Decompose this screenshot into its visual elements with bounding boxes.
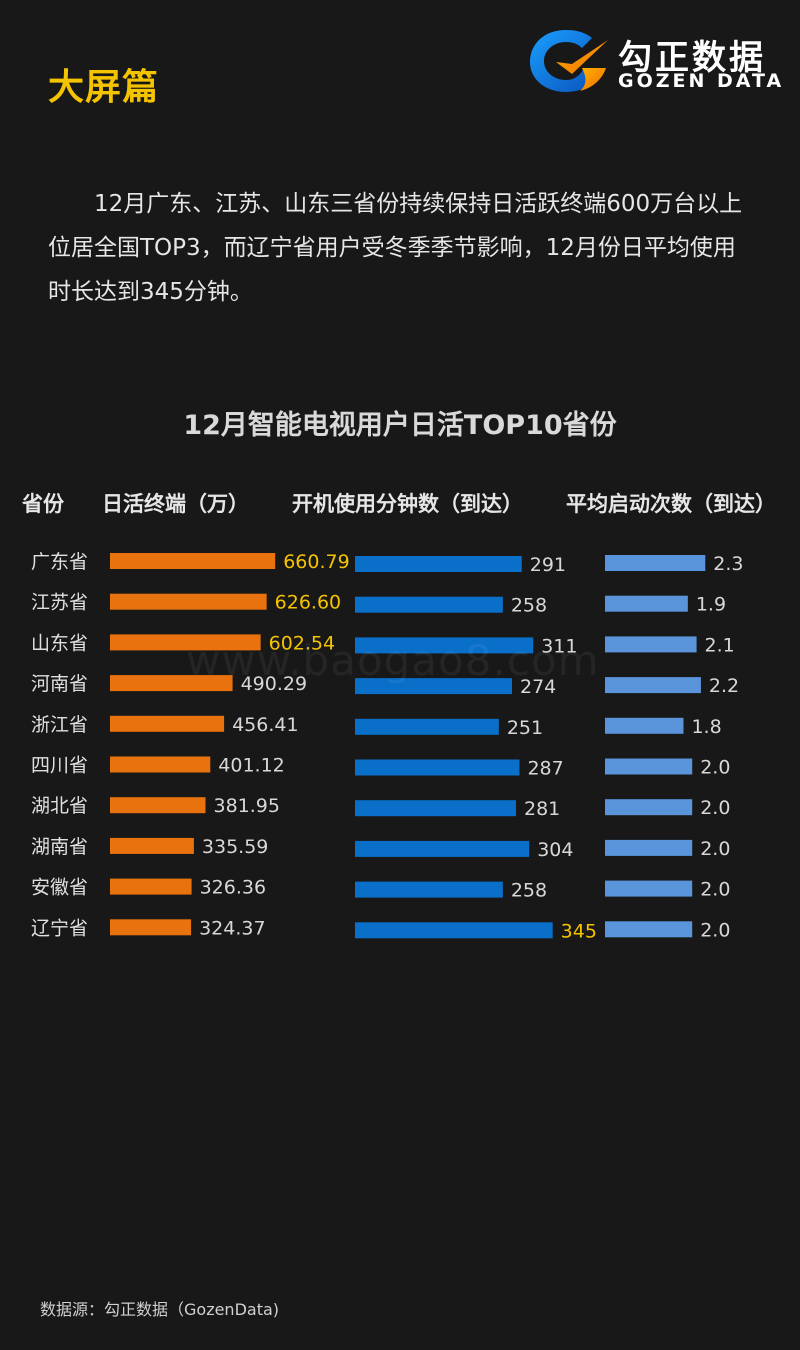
daily-active-value-label: 456.41 — [232, 714, 298, 736]
daily-active-bar — [110, 553, 276, 569]
launches-value-label: 2.0 — [700, 797, 730, 819]
minutes-bar — [355, 800, 517, 817]
category-label: 湖南省 — [31, 836, 88, 858]
launches-value-label: 2.0 — [700, 757, 730, 779]
minutes-value-label: 251 — [507, 717, 543, 739]
launches-bar — [605, 717, 684, 734]
launches-bar — [605, 636, 697, 653]
category-label: 河南省 — [31, 673, 88, 695]
daily-active-bar — [110, 837, 194, 854]
minutes-value-label: 258 — [511, 595, 547, 617]
daily-active-value-label: 335.59 — [202, 836, 268, 858]
minutes-value-label: 345 — [561, 920, 597, 942]
category-label: 四川省 — [31, 755, 88, 777]
minutes-value-label: 258 — [511, 880, 547, 902]
category-label: 江苏省 — [31, 592, 88, 614]
minutes-bar — [355, 596, 503, 613]
category-label: 广东省 — [31, 551, 88, 573]
category-label: 山东省 — [31, 632, 88, 654]
daily-active-value-label: 326.36 — [200, 877, 266, 899]
intro-paragraph: 12月广东、江苏、山东三省份持续保持日活跃终端600万台以上位居全国TOP3，而… — [48, 191, 743, 305]
minutes-bar — [355, 840, 530, 857]
watermark: www.baogao8.com — [186, 636, 600, 685]
launches-value-label: 2.3 — [713, 553, 743, 575]
minutes-bar — [355, 922, 553, 939]
minutes-value-label: 304 — [537, 839, 573, 861]
category-label: 安徽省 — [31, 877, 88, 899]
launches-value-label: 1.8 — [691, 716, 721, 738]
section-title: 大屏篇 — [48, 67, 160, 108]
launches-value-label: 2.2 — [709, 675, 739, 697]
daily-active-bar — [110, 593, 267, 610]
daily-active-bar — [110, 878, 192, 895]
data-source: 数据源：勾正数据（GozenData) — [40, 1300, 280, 1319]
column-header-minutes: 开机使用分钟数（到达） — [292, 492, 523, 516]
gozen-logo-icon — [530, 30, 608, 92]
minutes-value-label: 281 — [524, 798, 560, 820]
launches-bar — [605, 595, 688, 612]
launches-bar — [605, 799, 693, 816]
minutes-bar — [355, 718, 499, 735]
launches-bar — [605, 555, 706, 571]
brand-logo: 勾正数据 GOZEN DATA — [526, 26, 786, 96]
column-header-daily-active: 日活终端（万） — [102, 492, 249, 516]
category-label: 辽宁省 — [31, 917, 88, 939]
launches-value-label: 2.0 — [700, 919, 730, 941]
daily-active-bar — [110, 919, 192, 936]
brand-name-cn: 勾正数据 — [618, 38, 766, 78]
column-header-province: 省份 — [22, 492, 64, 516]
daily-active-value-label: 626.60 — [275, 592, 341, 614]
daily-active-value-label: 401.12 — [218, 755, 284, 777]
launches-value-label: 2.0 — [700, 838, 730, 860]
minutes-value-label: 287 — [527, 758, 563, 780]
daily-active-value-label: 381.95 — [213, 795, 279, 817]
minutes-bar — [355, 759, 520, 776]
column-header-launches: 平均启动次数（到达） — [566, 492, 776, 516]
launches-bar — [605, 758, 693, 775]
daily-active-value-label: 660.79 — [283, 551, 349, 573]
launches-bar — [605, 839, 693, 856]
launches-value-label: 2.0 — [700, 879, 730, 901]
minutes-bar — [355, 881, 503, 898]
minutes-value-label: 291 — [530, 554, 566, 576]
category-label: 浙江省 — [31, 714, 88, 736]
category-label: 湖北省 — [31, 795, 88, 817]
launches-bar — [605, 880, 693, 897]
daily-active-bar — [110, 756, 211, 773]
daily-active-bar — [110, 797, 206, 814]
brand-name-en: GOZEN DATA — [618, 70, 785, 92]
daily-active-value-label: 324.37 — [199, 917, 265, 939]
launches-value-label: 2.1 — [705, 634, 735, 656]
chart-title: 12月智能电视用户日活TOP10省份 — [183, 410, 617, 441]
launches-bar — [605, 677, 701, 694]
daily-active-bar — [110, 715, 225, 732]
launches-value-label: 1.9 — [696, 594, 726, 616]
minutes-bar — [355, 556, 522, 572]
launches-bar — [605, 921, 693, 938]
